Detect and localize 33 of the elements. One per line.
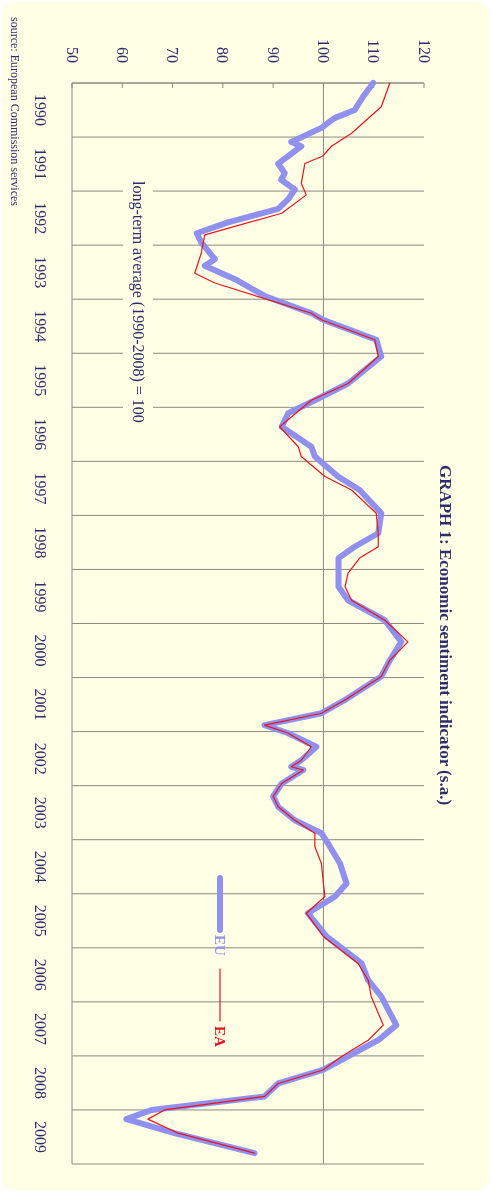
x-tick-label: 90: [264, 47, 282, 63]
x-tick-label: 60: [113, 47, 131, 63]
x-tick-label: 100: [314, 39, 332, 63]
y-tick-label: 2006: [31, 958, 49, 991]
y-tick-label: 2001: [31, 688, 49, 721]
y-tick-label: 2005: [31, 904, 49, 937]
y-tick-label: 1993: [31, 256, 49, 289]
y-tick-label: 2000: [31, 634, 49, 667]
y-tick-label: 2007: [31, 1012, 49, 1045]
y-tick-label: 2004: [31, 850, 49, 883]
text: GRAPH 1: Economic sentiment indicator (s.a.): [435, 464, 455, 806]
y-tick-label: 1992: [31, 202, 49, 235]
text: EU: [212, 935, 228, 956]
source-note: source: European Commission services: [8, 17, 22, 207]
y-tick-label: 2008: [31, 1066, 49, 1099]
y-tick-label: 2002: [31, 742, 49, 775]
annotation: long-term average (1990-2008) = 100: [128, 181, 147, 423]
x-tick-label: 80: [214, 47, 232, 63]
y-tick-label: 2003: [31, 796, 49, 829]
x-tick-label: 70: [164, 47, 182, 63]
y-tick-label: 1990: [31, 94, 49, 127]
y-tick-label: 1994: [31, 310, 49, 343]
x-tick-label: 110: [365, 39, 383, 63]
y-tick-label: 1996: [31, 418, 49, 451]
y-tick-label: 1991: [31, 148, 49, 181]
y-tick-label: 2009: [31, 1120, 49, 1153]
x-tick-label: 120: [415, 39, 433, 63]
y-tick-label: 1997: [31, 472, 49, 505]
y-tick-label: 1999: [31, 580, 49, 613]
text: EA: [212, 1026, 228, 1047]
y-tick-label: 1995: [31, 364, 49, 397]
y-tick-label: 1998: [31, 526, 49, 559]
x-tick-label: 50: [63, 47, 81, 63]
